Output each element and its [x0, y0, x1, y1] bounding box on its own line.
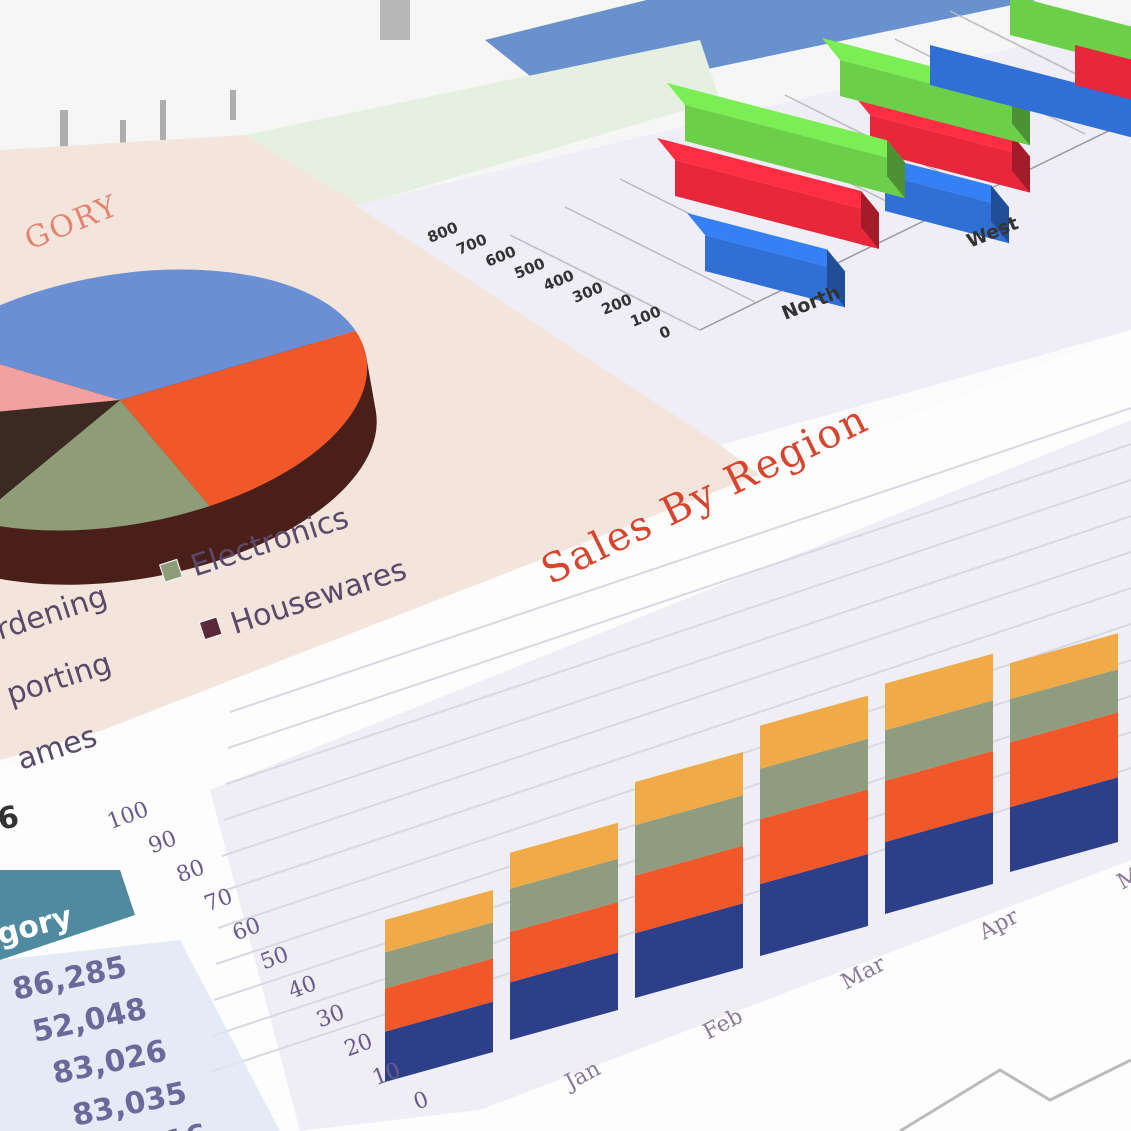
- stacked-bar-segment: [385, 890, 493, 953]
- stacked-bar-segment: [760, 789, 868, 884]
- bar3d-gridline: [564, 206, 756, 303]
- stacked-bar-segment: [510, 822, 618, 889]
- table-header: [0, 870, 135, 960]
- stacked-bar-segment: [885, 750, 993, 842]
- stacked-bar-segment: [885, 812, 993, 914]
- bar3d-end: [887, 140, 905, 199]
- pie-slice: [0, 269, 356, 400]
- bar3d-gridline: [509, 234, 701, 331]
- stacked-gridline: [219, 587, 1131, 893]
- bar3d-top: [667, 83, 905, 163]
- blurred-top-chart: [60, 0, 410, 160]
- blurred-line-chart: [899, 1058, 1131, 1131]
- bar3d-bar: [675, 160, 879, 249]
- stacked-bar-segment: [885, 653, 993, 731]
- bar3d-top: [687, 213, 845, 272]
- green-table: [245, 40, 720, 205]
- bar3d-end: [861, 191, 879, 249]
- stacked-bar-segment: [760, 854, 868, 956]
- bar3d-end: [1012, 134, 1030, 193]
- stacked-bar-segment: [1010, 669, 1118, 743]
- bar3d-bar-cutoff: [1075, 45, 1131, 100]
- table-top-value: 6: [0, 799, 22, 838]
- stacked-bar-segment: [385, 1001, 493, 1082]
- stacked-gridline: [229, 407, 1131, 713]
- stacked-bar-segment: [510, 952, 618, 1040]
- stacked-bar-segment: [760, 695, 868, 769]
- stacked-bar-segment: [885, 700, 993, 781]
- bar3d-bar: [870, 115, 1030, 193]
- stacked-bar-segment: [635, 795, 743, 876]
- stacked-bar-segment: [1010, 712, 1118, 808]
- pie-chart: [0, 269, 377, 585]
- stacked-bar-segment: [635, 752, 743, 826]
- table-body: [0, 940, 280, 1131]
- bar3d-end: [991, 185, 1009, 244]
- legend-swatch-electronics: [159, 558, 183, 583]
- legend-swatch-housewares: [198, 616, 223, 641]
- stacked-gridline: [227, 443, 1131, 749]
- stacked-bar-segment: [760, 738, 868, 820]
- stacked-bar-segment: [635, 845, 743, 934]
- bar3d-chart: [657, 0, 1131, 308]
- pie-slice: [120, 330, 368, 507]
- stacked-bar-segment: [510, 858, 618, 932]
- pie-slice: [0, 400, 120, 522]
- stacked-bar-segment: [1010, 633, 1118, 700]
- stacked-bar-segment: [385, 958, 493, 1032]
- bar3d-floor-line: [699, 119, 1131, 331]
- stacked-gridline: [221, 551, 1131, 857]
- stacked-bar-segment: [1010, 777, 1118, 872]
- pie-slice: [0, 343, 120, 424]
- bar3d-end: [827, 249, 845, 308]
- bar3d-bar: [885, 175, 1009, 244]
- stacked-bar-chart: [385, 633, 1118, 1082]
- stacked-gridline: [223, 515, 1131, 821]
- pie-slice: [0, 400, 210, 531]
- bar3d-bar: [685, 105, 905, 199]
- bar3d-bar: [840, 60, 1030, 146]
- stacked-gridline: [225, 479, 1131, 785]
- bar3d-top: [657, 138, 879, 213]
- stacked-bar-segment: [510, 902, 618, 983]
- stacked-bar-segment: [385, 922, 493, 989]
- stacked-bar-segment: [635, 903, 743, 998]
- bar3d-bar-cutoff: [930, 45, 1131, 138]
- bar3d-bar-cutoff: [1010, 0, 1131, 67]
- bar3d-bar: [705, 235, 845, 308]
